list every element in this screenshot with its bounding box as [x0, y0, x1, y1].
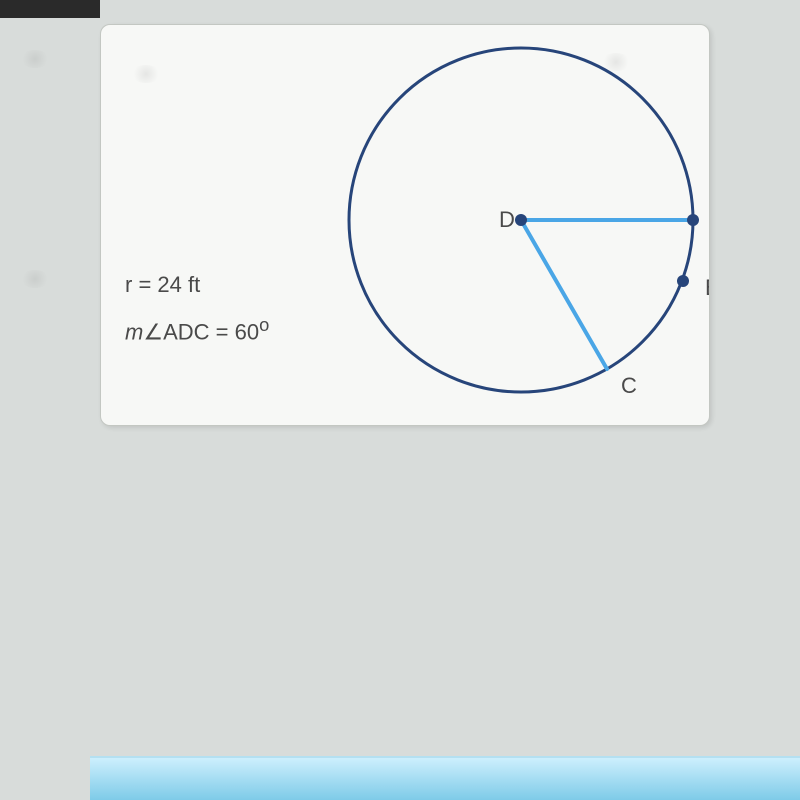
screen-smudge [20, 50, 50, 68]
label-B: B [705, 275, 709, 300]
radius-value: r = 24 ft [125, 263, 269, 307]
radius-DC [521, 220, 607, 369]
point-B [677, 275, 689, 287]
label-D: D [499, 207, 515, 232]
point-D [515, 214, 527, 226]
geometry-diagram-card: D A B C r = 24 ft m∠ADC = 60o [100, 24, 710, 426]
screen-smudge [131, 65, 161, 83]
browser-tab-fragment [0, 0, 100, 18]
label-C: C [621, 373, 637, 398]
taskbar-fragment [90, 756, 800, 800]
circle-diagram-svg: D A B C [101, 25, 709, 425]
point-A [687, 214, 699, 226]
given-info: r = 24 ft m∠ADC = 60o [125, 263, 269, 354]
screen-smudge [20, 270, 50, 288]
screen-smudge [601, 53, 631, 71]
angle-value: m∠ADC = 60o [125, 307, 269, 354]
